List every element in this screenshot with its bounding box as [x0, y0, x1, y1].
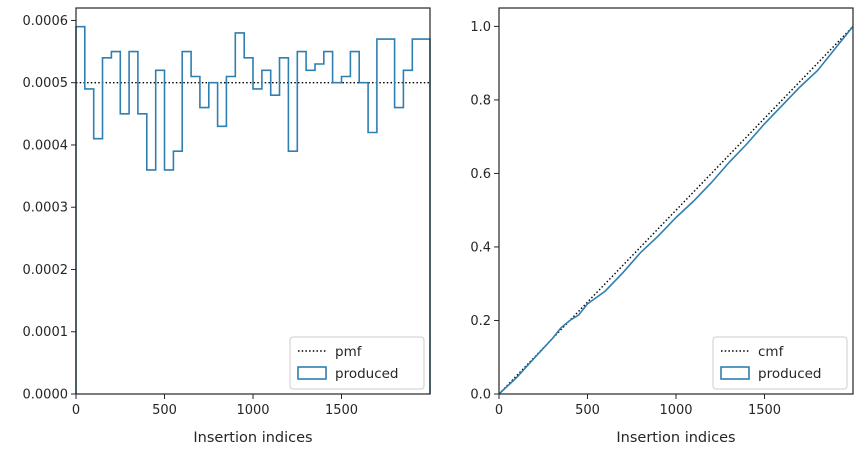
- pmf-histogram-panel: 0 500 1000 1500 0.0000 0.0001 0.0002 0.0003 0.00…: [23, 7, 431, 446]
- legend-produced-label: produced: [758, 366, 822, 382]
- x-tick-label: 500: [575, 403, 600, 418]
- x-tick-label: 500: [152, 403, 177, 418]
- cmf-cumulative-panel: 0 500 1000 1500 0.0 0.2 0.4 0.6 0.8 1.0 Insertion …: [470, 7, 854, 446]
- legend-box: [712, 336, 848, 390]
- x-axis-label: Insertion indices: [193, 430, 312, 446]
- x-tick-label: 1000: [236, 403, 269, 418]
- x-tick-label: 1500: [325, 403, 358, 418]
- legend: pmf produced: [289, 336, 425, 390]
- y-tick-label: 0.0000: [23, 388, 69, 403]
- y-tick-label: 0.0: [470, 388, 491, 403]
- y-tick-label: 0.4: [470, 240, 491, 255]
- y-tick-label: 0.0005: [23, 76, 69, 91]
- y-tick-label: 1.0: [470, 20, 491, 35]
- series-produced-line: [75, 25, 431, 394]
- legend-produced-swatch: [297, 366, 327, 380]
- plot-frame: [498, 7, 854, 395]
- y-tick-label: 0.2: [470, 314, 491, 329]
- legend-pmf-label: pmf: [335, 344, 363, 360]
- series-produced-line: [498, 25, 854, 395]
- y-tick-label: 0.8: [470, 93, 491, 108]
- legend-produced-label: produced: [335, 366, 399, 382]
- y-tick-label: 0.0004: [23, 138, 69, 153]
- y-tick-label: 0.0002: [23, 263, 69, 278]
- x-tick-label: 1500: [748, 403, 781, 418]
- y-tick-label: 0.6: [470, 167, 491, 182]
- x-tick-label: 1000: [659, 403, 692, 418]
- y-tick-label: 0.0003: [23, 201, 69, 216]
- y-tick-label: 0.0001: [23, 325, 69, 340]
- y-tick-label: 0.0006: [23, 14, 69, 29]
- legend-cmf-label: cmf: [758, 344, 785, 360]
- x-tick-label: 0: [72, 403, 80, 418]
- legend-produced-swatch: [720, 366, 750, 380]
- x-axis-label: Insertion indices: [616, 430, 735, 446]
- x-tick-label: 0: [495, 403, 503, 418]
- legend-box: [289, 336, 425, 390]
- legend: cmf produced: [712, 336, 848, 390]
